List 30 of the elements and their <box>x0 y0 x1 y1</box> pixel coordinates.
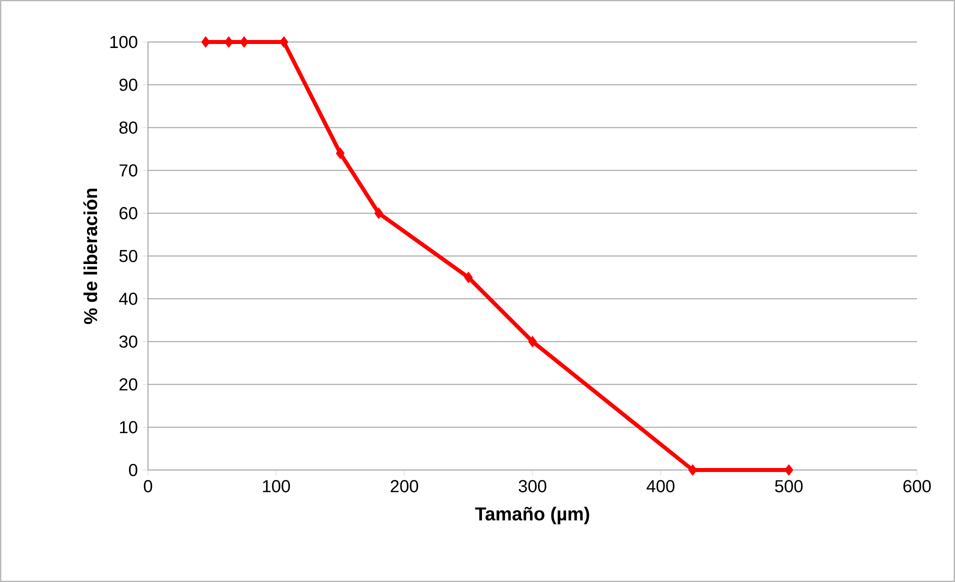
x-axis-title: Tamaño (µm) <box>475 506 590 524</box>
y-tick-label: 40 <box>119 292 138 305</box>
x-tick-label: 400 <box>646 480 674 492</box>
x-tick-label: 200 <box>390 480 418 492</box>
y-tick-label: 70 <box>120 164 138 177</box>
point <box>336 148 345 159</box>
x-tick-label: 100 <box>263 480 290 492</box>
y-axis-title: % de liberación <box>83 188 98 324</box>
point <box>280 36 288 48</box>
point <box>528 336 537 348</box>
y-tick-label: 60 <box>120 207 138 220</box>
point <box>201 36 210 48</box>
y-tick-label: 50 <box>119 250 138 262</box>
x-tick-label: 600 <box>903 480 931 492</box>
y-tick-label: 100 <box>110 36 138 48</box>
y-tick-label: 0 <box>128 464 138 476</box>
x-tick-label: 300 <box>518 480 546 492</box>
y-tick-label: 90 <box>119 78 138 91</box>
point <box>784 464 794 476</box>
x-tick-label: 0 <box>144 480 152 492</box>
x-tick-label: 500 <box>775 480 803 492</box>
y-tick-label: 80 <box>119 121 138 134</box>
point <box>374 208 384 219</box>
y-tick-label: 20 <box>120 378 138 391</box>
y-tick-label: 30 <box>119 335 138 348</box>
point <box>688 464 698 476</box>
y-tick-label: 10 <box>120 421 138 434</box>
point <box>464 272 473 284</box>
point <box>240 36 248 48</box>
point <box>224 36 234 48</box>
